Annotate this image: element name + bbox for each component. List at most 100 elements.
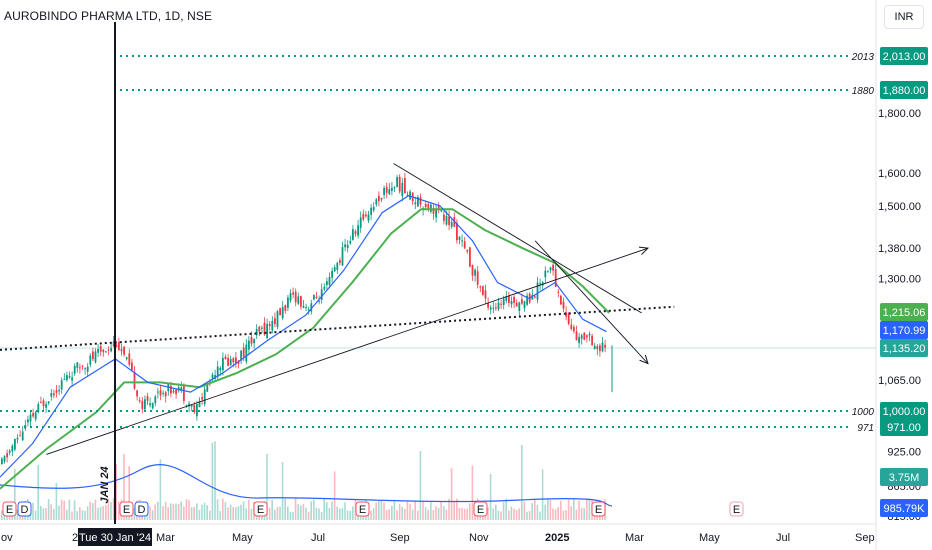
candle-body (76, 362, 79, 368)
event-badge-E (473, 501, 488, 517)
candle-body (495, 307, 497, 309)
volume-bar (81, 510, 84, 520)
volume-bar (333, 471, 336, 520)
candle-body (284, 305, 287, 312)
candle-body (222, 358, 224, 371)
volume-bar (588, 498, 591, 520)
volume-bar (471, 465, 474, 520)
crosshair-date-label: Tue 30 Jan '24 (79, 532, 151, 544)
volume-bar (112, 498, 115, 520)
candle-body (201, 397, 203, 400)
volume-bar (565, 509, 567, 520)
candle-body (235, 357, 237, 363)
volume-bar (97, 507, 99, 520)
event-letter: E (359, 504, 366, 516)
candle-body (583, 332, 586, 340)
candle-body (341, 247, 344, 266)
candle-body (110, 347, 112, 352)
volume-bar (539, 511, 541, 520)
candle-body (92, 351, 94, 359)
volume-bar (248, 499, 250, 520)
candle-body (328, 276, 331, 285)
volume-bar (567, 499, 570, 520)
candle-body (146, 396, 149, 401)
volume-bar (128, 466, 130, 520)
candle-body (380, 197, 383, 200)
volume-bar (73, 500, 76, 520)
candle-body (149, 403, 151, 406)
volume-bar (320, 511, 323, 520)
candle-body (190, 404, 193, 407)
candle-body (203, 389, 206, 405)
candle-body (430, 204, 432, 212)
event-badge-E (253, 501, 268, 517)
volume-bar (341, 508, 344, 520)
candle-body (367, 214, 370, 221)
candle-body (1, 458, 3, 465)
candle-body (591, 335, 593, 346)
crosshair-date-box (78, 528, 152, 546)
candle-body (404, 178, 406, 194)
candle-body (271, 320, 274, 331)
candle-body (115, 344, 118, 348)
candle-body (227, 357, 229, 366)
candle-body (29, 414, 32, 422)
candle-body (310, 303, 313, 312)
volume-bar (453, 500, 455, 520)
candle-body (128, 353, 131, 365)
candle-body (378, 195, 380, 202)
candle-body (19, 435, 21, 437)
volume-bar (378, 500, 380, 520)
volume-bar (560, 500, 562, 520)
volume-bar (349, 510, 351, 520)
volume-bar (331, 501, 333, 520)
candle-body (315, 296, 318, 298)
volume-bar (250, 508, 253, 520)
candle-body (224, 356, 227, 360)
volume-bar (42, 508, 45, 520)
candle-body (211, 374, 214, 379)
candle-body (326, 281, 328, 286)
candle-body (102, 349, 105, 353)
volume-bar (489, 474, 492, 520)
candle-body (183, 386, 185, 401)
price-tag-text: 1,215.06 (883, 307, 926, 319)
volume-bar (34, 510, 37, 520)
event-letter: E (477, 504, 484, 516)
time-tick-label: Jul (311, 532, 325, 544)
volume-bar (466, 508, 468, 520)
candle-body (383, 187, 385, 196)
candle-body (63, 378, 66, 380)
price-tag-text: 1,135.20 (883, 343, 926, 355)
volume-bar (102, 506, 104, 520)
candle-body (305, 307, 307, 309)
volume-bar (201, 504, 203, 520)
candle-body (352, 229, 354, 240)
volume-bar (229, 504, 232, 520)
candle-body (196, 404, 198, 417)
volume-bar (32, 502, 34, 520)
candle-body (11, 445, 14, 452)
volume-bar (232, 507, 234, 520)
time-tick-label: Nov (469, 532, 489, 544)
candle-body (424, 203, 427, 208)
currency-button[interactable]: INR (884, 5, 924, 29)
candle-body (604, 344, 606, 348)
candle-body (58, 390, 60, 392)
candle-body (370, 207, 372, 215)
volume-bar (531, 503, 533, 520)
volume-bar (323, 498, 325, 520)
candle-body (274, 318, 276, 325)
volume-bar (281, 462, 284, 520)
level-tag-text-1880: 1,880.00 (883, 85, 926, 97)
volume-bar (58, 505, 60, 520)
candle-body (536, 282, 539, 300)
volume-bar (463, 508, 466, 520)
candle-body (458, 236, 461, 240)
candle-body (141, 400, 144, 409)
volume-bar (450, 468, 453, 520)
volume-ma-tag-text: 985.79K (884, 503, 926, 515)
price-tag-0 (880, 303, 928, 321)
volume-bar (515, 510, 518, 520)
